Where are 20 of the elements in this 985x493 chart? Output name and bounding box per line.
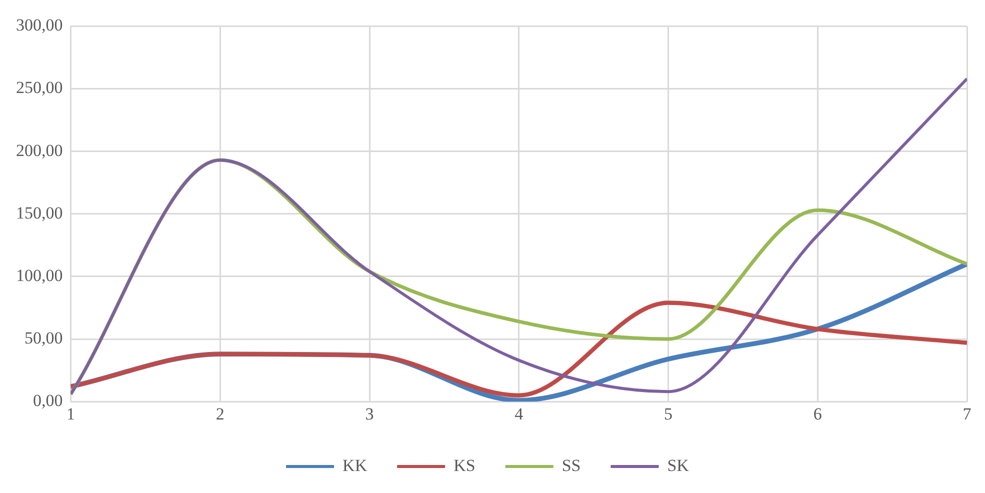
y-tick-label: 50,00: [24, 328, 63, 348]
y-tick-label: 250,00: [16, 78, 63, 98]
legend-label: SK: [667, 456, 690, 475]
legend-label: KS: [454, 456, 476, 475]
x-tick-label: 2: [216, 404, 224, 424]
x-tick-label: 5: [664, 404, 672, 424]
y-tick-label: 100,00: [16, 266, 63, 285]
y-tick-label: 150,00: [16, 203, 63, 222]
y-tick-label: 200,00: [16, 140, 63, 160]
legend-label: KK: [342, 456, 368, 475]
x-tick-label: 6: [813, 404, 822, 424]
line-series: [70, 77, 967, 396]
x-tick-label: 7: [962, 404, 972, 424]
y-tick-label: 0,00: [33, 391, 63, 410]
legend-label: SS: [562, 456, 581, 475]
y-tick-label: 300,00: [16, 16, 63, 35]
x-tick-label: 4: [514, 404, 524, 424]
line-series: [70, 300, 967, 398]
x-tick-label: 1: [66, 404, 75, 424]
x-tick-label: 3: [365, 404, 374, 424]
